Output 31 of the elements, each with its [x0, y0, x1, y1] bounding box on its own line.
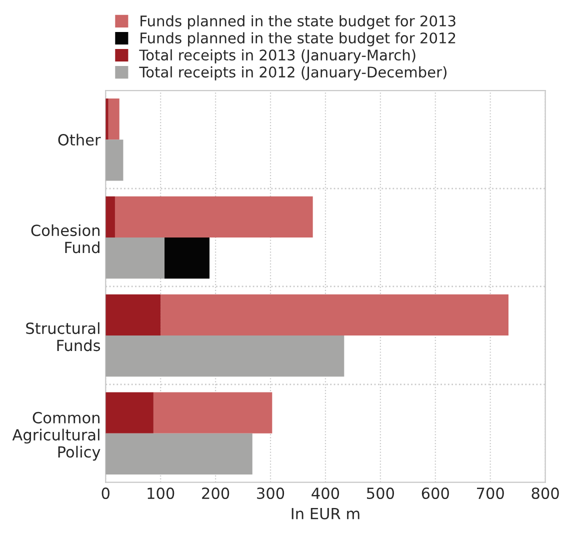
bar: [106, 433, 252, 475]
y-tick-label: Structural Funds: [26, 322, 100, 352]
y-tick-label: Other: [58, 134, 101, 146]
x-axis-title: In EUR m: [292, 508, 360, 520]
legend-label: Funds planned in the state budget for 2013: [140, 15, 456, 30]
bar: [153, 392, 272, 434]
bar: [106, 294, 161, 336]
x-tick-label: 300: [257, 487, 284, 500]
legend-label: Funds planned in the state budget for 2012: [140, 32, 456, 46]
y-tick-label: Common Agricultural Policy: [12, 412, 100, 461]
bar: [108, 98, 120, 140]
bar: [164, 238, 210, 279]
bar: [160, 294, 508, 336]
x-tick-label: 0: [102, 487, 110, 500]
x-tick-label: 100: [148, 487, 174, 500]
bar: [106, 98, 108, 140]
x-tick-label: 700: [477, 487, 504, 500]
y-tick-label: Cohesion Fund: [31, 224, 100, 254]
bar: [106, 392, 154, 434]
x-tick-label: 500: [367, 487, 394, 500]
bar: [106, 238, 164, 279]
x-tick-label: 600: [422, 487, 449, 500]
legend-label: Total receipts in 2013 (January-March): [139, 49, 416, 64]
x-tick-label: 800: [532, 487, 559, 500]
x-tick-label: 200: [202, 487, 230, 500]
bar: [106, 140, 124, 181]
bar: [106, 196, 115, 238]
legend-label: Total receipts in 2012 (January-December): [139, 66, 446, 80]
bar: [106, 335, 344, 377]
x-tick-label: 400: [312, 487, 340, 500]
bar: [114, 196, 313, 238]
